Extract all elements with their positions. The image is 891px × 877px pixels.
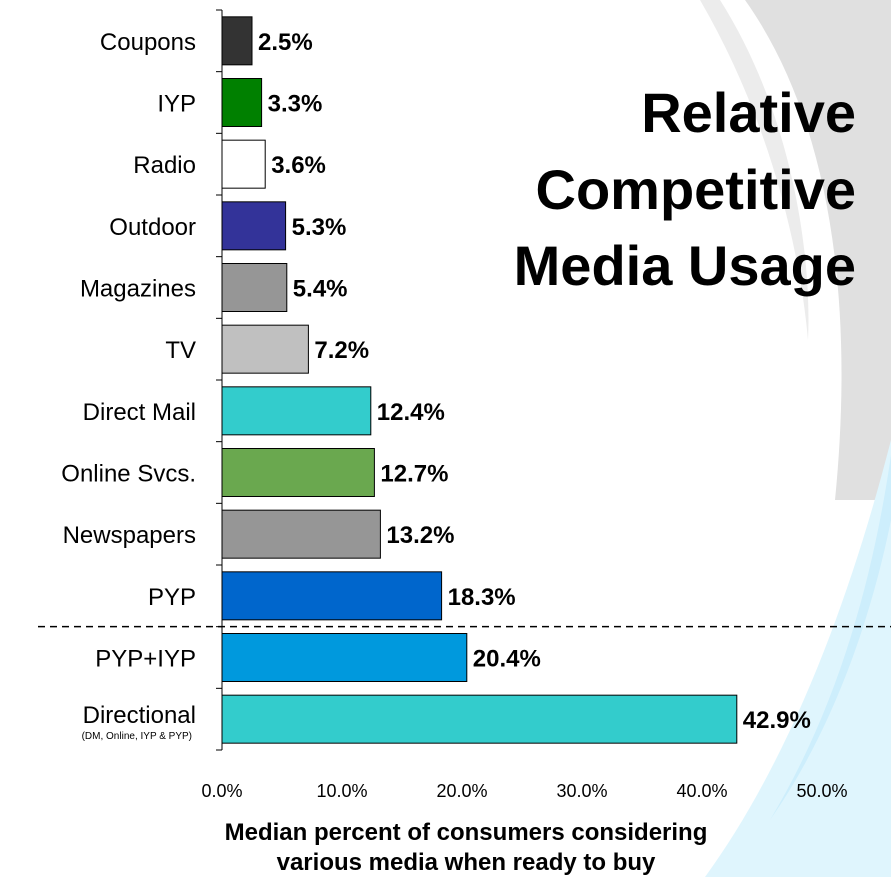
category-label-pyp-iyp: PYP+IYP <box>95 646 196 673</box>
chart-title-line-2: Competitive <box>536 158 857 221</box>
category-label-online-svcs: Online Svcs. <box>61 461 196 488</box>
x-tick-label: 30.0% <box>556 781 607 801</box>
value-label-pyp: 18.3% <box>448 584 516 611</box>
x-tick-label: 0.0% <box>201 781 242 801</box>
category-label-iyp: IYP <box>157 91 196 118</box>
bar-magazines <box>221 263 288 312</box>
category-label-newspapers: Newspapers <box>63 522 196 549</box>
category-label-pyp: PYP <box>148 584 196 611</box>
value-label-iyp: 3.3% <box>268 91 323 118</box>
category-label-radio: Radio <box>133 152 196 179</box>
x-axis-title-line-1: Median percent of consumers considering <box>225 819 708 846</box>
bars-layer: 2.5% 3.3% 3.6% 5.3% 5.4% 7.2% 12.4% 12.7% 13.2% 1… <box>221 16 811 744</box>
bar-iyp <box>221 78 263 127</box>
value-label-tv: 7.2% <box>314 337 369 364</box>
category-label-magazines: Magazines <box>80 276 196 303</box>
bar-tv <box>221 324 309 374</box>
value-label-pyp-iyp: 20.4% <box>473 646 541 673</box>
category-label-direct-mail: Direct Mail <box>83 399 196 426</box>
category-sublabel-directional: (DM, Online, IYP & PYP) <box>82 731 192 742</box>
x-axis-title-line-2: various media when ready to buy <box>277 849 656 876</box>
value-label-magazines: 5.4% <box>293 276 348 303</box>
bar-coupons <box>221 16 253 66</box>
value-label-direct-mail: 12.4% <box>377 399 445 426</box>
x-tick-label: 40.0% <box>676 781 727 801</box>
x-tick-label: 10.0% <box>316 781 367 801</box>
x-axis-title: Median percent of consumers considering … <box>225 819 708 876</box>
value-label-directional: 42.9% <box>743 707 811 734</box>
category-label-outdoor: Outdoor <box>109 214 196 241</box>
bar-directional <box>221 694 738 744</box>
x-tick-label: 20.0% <box>436 781 487 801</box>
chart-title: Relative Competitive Media Usage <box>514 81 856 297</box>
bar-outdoor <box>221 201 287 251</box>
background-decoration <box>700 0 891 877</box>
value-label-online-svcs: 12.7% <box>380 461 448 488</box>
bar-direct-mail <box>221 386 372 436</box>
value-label-outdoor: 5.3% <box>292 214 347 241</box>
chart-title-line-3: Media Usage <box>514 234 856 297</box>
bar-radio <box>221 139 266 189</box>
background-gray-arc <box>745 0 891 500</box>
background-gray-arc-inner <box>700 0 809 340</box>
bar-newspapers <box>221 509 381 559</box>
value-label-radio: 3.6% <box>271 152 326 179</box>
category-label-directional: Directional <box>83 702 196 729</box>
category-label-tv: TV <box>165 337 196 364</box>
background-blue-arc <box>705 440 891 877</box>
axis-layer: Coupons IYP Radio Outdoor Magazines TV Direct … <box>38 9 891 801</box>
value-label-newspapers: 13.2% <box>386 522 454 549</box>
bar-pyp-iyp <box>221 633 468 682</box>
chart-title-line-1: Relative <box>641 81 856 144</box>
bar-pyp <box>221 571 443 621</box>
value-label-coupons: 2.5% <box>258 29 313 56</box>
category-label-coupons: Coupons <box>100 29 196 56</box>
bar-online-svcs <box>221 448 375 497</box>
x-tick-label: 50.0% <box>796 781 847 801</box>
